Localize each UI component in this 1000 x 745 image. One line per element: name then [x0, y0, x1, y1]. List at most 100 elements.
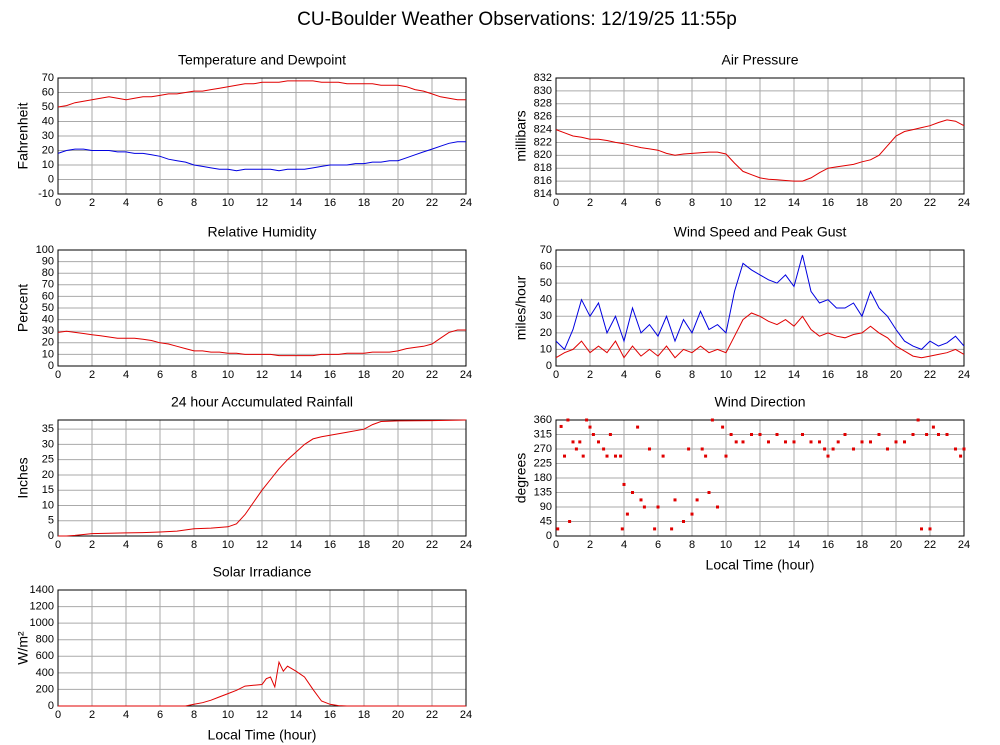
plot-frame [57, 77, 467, 195]
data-point [682, 520, 685, 523]
x-tick-label: 18 [358, 709, 370, 721]
y-tick-label: 15 [42, 484, 54, 496]
y-tick-label: 35 [42, 423, 54, 435]
y-tick-label: 0 [48, 173, 54, 185]
data-point [962, 447, 966, 451]
data-line [555, 119, 965, 182]
x-tick-label: 8 [689, 369, 695, 381]
x-tick-label: 2 [89, 709, 95, 721]
data-point [559, 424, 563, 428]
x-tick-label: 2 [587, 197, 593, 209]
y-tick-label: 50 [42, 101, 54, 113]
y-tick-label: 826 [534, 111, 552, 123]
y-tick-label: 60 [42, 290, 54, 302]
x-tick-label: 20 [392, 709, 404, 721]
x-tick-label: 12 [256, 197, 268, 209]
data-line [57, 329, 466, 357]
x-tick-label: 16 [822, 197, 834, 209]
x-tick-label: 10 [720, 197, 732, 209]
x-tick-label: 0 [553, 197, 559, 209]
y-axis-label: millibars [513, 110, 529, 161]
x-tick-label: 16 [324, 709, 336, 721]
data-point [670, 527, 674, 531]
y-tick-label: 0 [546, 360, 552, 372]
data-point [767, 440, 770, 444]
x-tick-label: 22 [924, 539, 936, 551]
y-tick-label: 830 [534, 85, 552, 97]
x-tick-label: 18 [856, 539, 868, 551]
x-tick-label: 10 [222, 369, 234, 381]
x-tick-label: 6 [655, 369, 661, 381]
data-point [809, 440, 813, 444]
y-tick-label: 1000 [30, 617, 54, 629]
data-point [775, 433, 779, 436]
x-tick-label: 10 [222, 197, 234, 209]
y-tick-label: 60 [42, 86, 54, 98]
y-tick-label: 820 [534, 149, 552, 161]
data-point [578, 440, 582, 444]
y-tick-label: 1400 [30, 584, 54, 596]
x-tick-label: 0 [553, 369, 559, 381]
data-point [758, 433, 762, 436]
plot-frame [57, 589, 467, 707]
y-tick-label: 80 [42, 267, 54, 279]
data-point [631, 491, 634, 494]
data-point [622, 482, 626, 486]
data-point [690, 512, 694, 516]
y-axis-label: W/m² [15, 631, 31, 665]
data-point [945, 433, 949, 436]
data-point [695, 498, 699, 502]
data-point [571, 440, 575, 444]
data-point [959, 454, 963, 458]
y-tick-label: 10 [42, 159, 54, 171]
data-line [58, 419, 467, 537]
x-tick-label: 2 [587, 369, 593, 381]
x-tick-label: 24 [958, 369, 970, 381]
y-tick-label: -10 [38, 188, 54, 200]
x-tick-label: 4 [621, 539, 627, 551]
chart-title: Temperature and Dewpoint [178, 52, 346, 68]
y-tick-label: 822 [534, 136, 552, 148]
data-point [826, 454, 830, 458]
x-tick-label: 4 [621, 197, 627, 209]
data-point [716, 505, 719, 509]
y-tick-label: 60 [540, 260, 552, 272]
y-tick-label: 70 [540, 244, 552, 256]
y-tick-label: 0 [546, 530, 552, 542]
data-point [843, 433, 847, 436]
x-tick-label: 20 [392, 197, 404, 209]
y-tick-label: 800 [36, 634, 54, 646]
data-line [555, 254, 965, 351]
y-tick-label: 50 [540, 277, 552, 289]
x-tick-label: 12 [754, 539, 766, 551]
x-tick-label: 24 [460, 197, 472, 209]
data-point [568, 520, 572, 523]
x-tick-label: 4 [123, 369, 129, 381]
data-point [792, 440, 796, 444]
y-tick-label: 225 [534, 457, 552, 469]
x-tick-label: 24 [460, 369, 472, 381]
y-tick-label: 20 [42, 144, 54, 156]
x-tick-label: 20 [392, 369, 404, 381]
x-tick-label: 14 [290, 539, 302, 551]
plot-frame [57, 249, 467, 367]
data-line [57, 80, 466, 108]
data-point [636, 425, 640, 429]
x-tick-label: 14 [788, 369, 800, 381]
x-tick-label: 16 [822, 369, 834, 381]
x-tick-label: 0 [55, 709, 61, 721]
x-tick-label: 12 [754, 369, 766, 381]
x-tick-label: 2 [89, 539, 95, 551]
y-tick-label: 40 [42, 115, 54, 127]
chart-title: 24 hour Accumulated Rainfall [171, 394, 353, 410]
y-tick-label: 828 [534, 98, 552, 110]
data-point [597, 440, 600, 444]
x-tick-label: 8 [191, 709, 197, 721]
x-tick-label: 14 [290, 197, 302, 209]
y-tick-label: 30 [42, 130, 54, 142]
x-tick-label: 18 [358, 197, 370, 209]
y-tick-label: 816 [534, 175, 552, 187]
y-axis-label: Inches [15, 457, 31, 498]
x-tick-label: 6 [157, 369, 163, 381]
x-tick-label: 6 [655, 539, 661, 551]
